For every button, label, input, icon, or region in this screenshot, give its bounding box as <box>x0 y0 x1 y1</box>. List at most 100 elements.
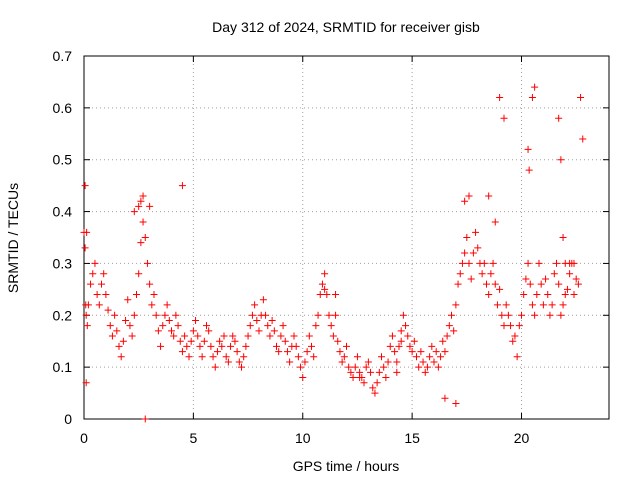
data-point <box>275 348 283 356</box>
data-point <box>369 384 377 392</box>
data-point <box>133 291 140 299</box>
data-point <box>542 275 550 283</box>
x-tick-label: 20 <box>514 430 530 446</box>
data-point <box>579 135 587 143</box>
data-point <box>318 280 326 288</box>
data-point <box>441 394 449 402</box>
data-point <box>87 280 95 288</box>
data-point <box>196 342 204 350</box>
y-tick-label: 0.4 <box>53 204 73 220</box>
data-point <box>141 234 149 241</box>
data-point <box>262 311 270 319</box>
data-point <box>321 285 329 293</box>
data-point <box>157 342 165 350</box>
data-point <box>525 166 533 174</box>
data-point <box>445 322 453 330</box>
data-point <box>172 311 180 319</box>
data-point <box>351 363 359 371</box>
data-point <box>493 301 501 309</box>
data-point <box>456 270 464 278</box>
data-point <box>185 353 193 361</box>
data-point <box>533 291 541 299</box>
x-axis-label: GPS time / hours <box>293 458 400 474</box>
data-point <box>340 353 348 361</box>
data-point <box>194 332 202 340</box>
data-point <box>224 358 232 366</box>
y-tick-label: 0.3 <box>53 255 73 271</box>
data-point <box>82 301 90 309</box>
data-point <box>255 327 263 335</box>
data-point <box>439 337 447 345</box>
data-point <box>203 322 210 330</box>
data-point <box>443 332 451 340</box>
data-point <box>382 374 390 382</box>
data-point <box>356 374 364 382</box>
data-point <box>572 275 580 283</box>
data-point <box>211 363 219 371</box>
data-point <box>126 322 134 330</box>
data-point <box>253 316 261 324</box>
data-point <box>238 363 245 371</box>
data-point <box>137 197 145 205</box>
data-point <box>159 322 167 330</box>
data-point <box>98 280 105 288</box>
y-tick-label: 0.7 <box>53 48 73 64</box>
data-point <box>303 348 311 356</box>
data-point <box>231 337 239 345</box>
data-point <box>386 342 394 350</box>
data-point <box>415 363 423 371</box>
data-point <box>509 337 517 345</box>
data-point <box>216 337 224 345</box>
data-point <box>168 327 175 335</box>
data-point <box>406 342 414 350</box>
data-point <box>557 311 565 319</box>
data-point <box>152 311 160 319</box>
data-point <box>500 114 508 122</box>
data-point <box>259 296 267 304</box>
data-point <box>146 280 154 288</box>
data-point <box>555 114 563 122</box>
data-point <box>189 327 197 335</box>
data-point <box>388 332 396 340</box>
data-point <box>117 353 125 361</box>
data-points <box>80 83 587 423</box>
data-point <box>491 218 499 226</box>
data-point <box>139 218 147 226</box>
data-point <box>283 348 291 356</box>
chart-title: Day 312 of 2024, SRMTID for receiver gis… <box>212 19 480 35</box>
data-point <box>227 342 235 350</box>
data-point <box>430 358 438 366</box>
data-point <box>537 280 545 288</box>
data-point <box>522 275 530 283</box>
data-point <box>524 145 532 153</box>
data-point <box>301 358 309 366</box>
data-point <box>364 358 372 366</box>
data-point <box>570 259 578 267</box>
data-point <box>408 348 416 356</box>
data-point <box>555 280 563 288</box>
data-point <box>187 337 195 345</box>
data-point <box>452 399 460 407</box>
data-point <box>561 291 569 299</box>
data-point <box>485 192 493 200</box>
data-point <box>163 301 171 309</box>
data-point <box>511 332 519 340</box>
data-point <box>491 280 499 288</box>
data-point <box>434 363 442 371</box>
data-point <box>183 342 191 350</box>
data-point <box>323 291 331 299</box>
data-point <box>95 301 103 309</box>
data-point <box>81 244 89 252</box>
y-tick-label: 0.1 <box>53 359 73 375</box>
data-point <box>397 337 405 345</box>
data-point <box>305 332 313 340</box>
y-tick-label: 0.2 <box>53 307 73 323</box>
data-point <box>478 270 486 278</box>
data-point <box>218 342 226 350</box>
data-point <box>402 322 410 330</box>
data-point <box>507 322 515 330</box>
data-point <box>520 291 528 299</box>
data-point <box>480 259 488 267</box>
data-point <box>469 249 477 257</box>
